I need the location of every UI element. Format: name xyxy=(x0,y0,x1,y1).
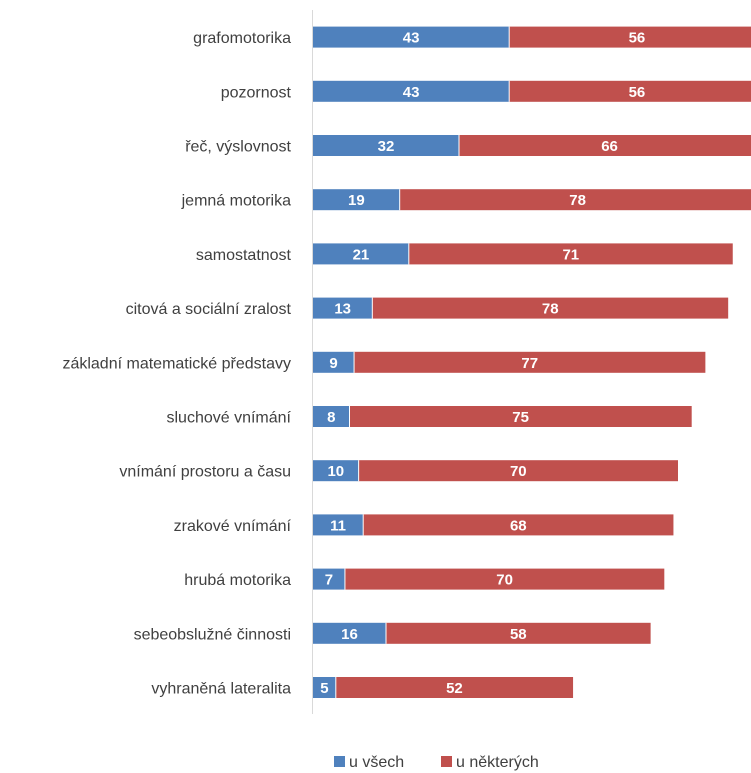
bar-u-nekterych-vyhranena-lateralita xyxy=(335,677,574,698)
bar-u-vsech-sebeobsluzne-cinnosti xyxy=(313,622,386,644)
category-label-zakladni-matematicke-predstavy: základní matematické představy xyxy=(62,355,291,372)
category-label-jemna-motorika: jemná motorika xyxy=(181,193,291,210)
data-label-u-nekterych-hruba-motorika: 70 xyxy=(496,572,513,589)
data-label-u-vsech-vyhranena-lateralita: 5 xyxy=(320,680,328,697)
category-label-citova-a-socialni-zralost: citová a sociální zralost xyxy=(126,301,292,318)
bar-u-nekterych-zakladni-matematicke-predstavy xyxy=(354,351,706,373)
bar-u-nekterych-zrakove-vnimani xyxy=(363,514,674,536)
category-label-vnimani-prostoru-a-casu: vnímání prostoru a času xyxy=(119,464,291,481)
data-label-u-nekterych-zrakove-vnimani: 68 xyxy=(510,517,527,534)
data-label-u-nekterych-grafomotorika: 56 xyxy=(629,30,646,47)
category-label-hruba-motorika: hrubá motorika xyxy=(184,572,291,589)
bar-u-nekterych-sluchove-vnimani xyxy=(349,406,692,427)
category-label-samostatnost: samostatnost xyxy=(196,247,292,264)
data-label-u-vsech-vnimani-prostoru-a-casu: 10 xyxy=(327,463,344,480)
data-label-u-nekterych-rec-vyslovnost: 66 xyxy=(601,138,618,155)
legend-label-u-vsech: u všech xyxy=(349,754,404,771)
bar-u-vsech-zakladni-matematicke-predstavy xyxy=(313,351,355,373)
bar-u-vsech-jemna-motorika xyxy=(313,189,400,211)
data-label-u-nekterych-jemna-motorika: 78 xyxy=(569,192,586,209)
bar-u-vsech-pozornost xyxy=(313,80,510,102)
data-label-u-vsech-pozornost: 43 xyxy=(403,84,420,101)
bar-u-nekterych-jemna-motorika xyxy=(399,189,751,211)
data-label-u-nekterych-samostatnost: 71 xyxy=(562,246,579,263)
data-label-u-vsech-rec-vyslovnost: 32 xyxy=(378,138,395,155)
data-label-u-vsech-jemna-motorika: 19 xyxy=(348,192,365,209)
bar-u-vsech-vyhranena-lateralita xyxy=(313,677,336,698)
data-label-u-nekterych-pozornost: 56 xyxy=(629,84,646,101)
bar-u-vsech-citova-a-socialni-zralost xyxy=(313,297,373,319)
data-label-u-nekterych-vnimani-prostoru-a-casu: 70 xyxy=(510,463,527,480)
bar-u-nekterych-hruba-motorika xyxy=(344,568,665,590)
bar-u-vsech-samostatnost xyxy=(313,243,409,265)
data-label-u-vsech-sluchove-vnimani: 8 xyxy=(327,409,335,426)
legend-swatch-u-nekterych xyxy=(441,756,452,767)
bar-u-nekterych-rec-vyslovnost xyxy=(459,135,751,156)
data-label-u-vsech-citova-a-socialni-zralost: 13 xyxy=(334,301,351,318)
data-label-u-nekterych-zakladni-matematicke-predstavy: 77 xyxy=(521,355,538,372)
data-label-u-vsech-hruba-motorika: 7 xyxy=(325,572,333,589)
bar-u-vsech-sluchove-vnimani xyxy=(313,406,350,427)
bar-u-vsech-rec-vyslovnost xyxy=(313,135,459,156)
category-label-vyhranena-lateralita: vyhraněná lateralita xyxy=(151,681,291,698)
legend: u všech u některých xyxy=(334,754,539,771)
data-label-u-nekterych-sebeobsluzne-cinnosti: 58 xyxy=(510,626,527,643)
category-label-sluchove-vnimani: sluchové vnímání xyxy=(166,410,291,427)
data-label-u-vsech-sebeobsluzne-cinnosti: 16 xyxy=(341,626,358,643)
data-label-u-vsech-zrakove-vnimani: 11 xyxy=(330,517,346,534)
category-label-sebeobsluzne-cinnosti: sebeobslužné činnosti xyxy=(134,626,291,643)
bars-layer xyxy=(313,26,751,698)
data-label-u-vsech-grafomotorika: 43 xyxy=(403,30,420,47)
bar-u-vsech-grafomotorika xyxy=(313,26,510,48)
bar-u-nekterych-grafomotorika xyxy=(509,26,751,48)
bar-u-nekterych-sebeobsluzne-cinnosti xyxy=(386,622,651,644)
category-label-zrakove-vnimani: zrakové vnímání xyxy=(174,518,292,535)
bar-u-nekterych-pozornost xyxy=(509,80,751,102)
legend-swatch-u-vsech xyxy=(334,756,345,767)
category-label-grafomotorika: grafomotorika xyxy=(193,30,291,47)
data-label-u-vsech-samostatnost: 21 xyxy=(353,246,370,263)
category-label-rec-vyslovnost: řeč, výslovnost xyxy=(185,139,291,156)
data-label-u-nekterych-vyhranena-lateralita: 52 xyxy=(446,680,463,697)
data-label-u-nekterych-sluchove-vnimani: 75 xyxy=(512,409,529,426)
bar-u-vsech-zrakove-vnimani xyxy=(313,514,364,536)
legend-label-u-nekterych: u některých xyxy=(456,754,539,771)
category-label-pozornost: pozornost xyxy=(221,84,292,101)
bar-u-nekterych-vnimani-prostoru-a-casu xyxy=(358,460,678,482)
bar-u-vsech-vnimani-prostoru-a-casu xyxy=(313,460,359,482)
bar-u-nekterych-citova-a-socialni-zralost xyxy=(372,297,729,319)
data-label-u-nekterych-citova-a-socialni-zralost: 78 xyxy=(542,301,559,318)
labels-layer: grafomotorika 43 56 pozornost 43 56 řeč, výslo… xyxy=(62,30,645,698)
bar-u-vsech-hruba-motorika xyxy=(313,568,345,590)
data-label-u-vsech-zakladni-matematicke-predstavy: 9 xyxy=(329,355,337,372)
bar-u-nekterych-samostatnost xyxy=(408,243,733,265)
